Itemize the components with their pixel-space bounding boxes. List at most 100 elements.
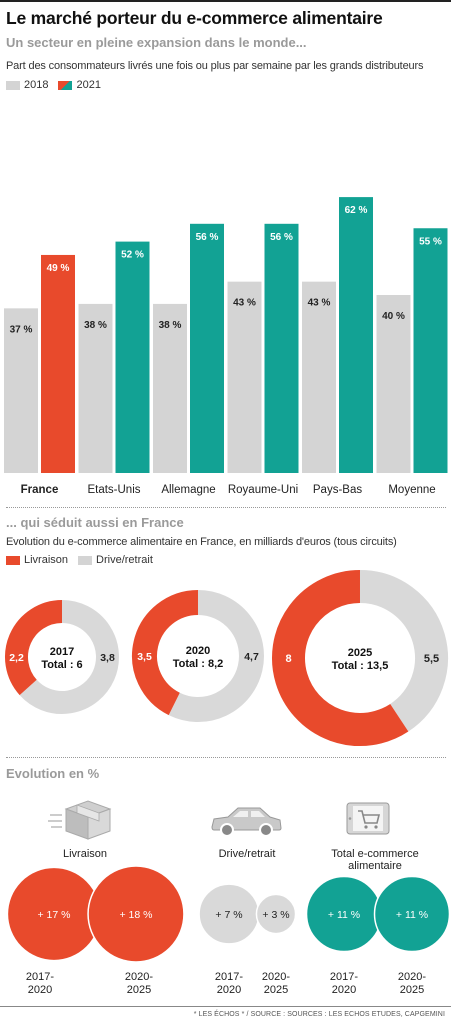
bubble-period-label: 2025 <box>400 984 424 996</box>
data-label-2018: 40 % <box>382 311 405 322</box>
legend-label-2021: 2021 <box>76 79 101 91</box>
data-label-2021: 52 % <box>121 250 144 261</box>
data-label-2021: 55 % <box>419 236 442 247</box>
bubble-label: + 7 % <box>215 909 242 921</box>
donut-total: Total : 13,5 <box>332 660 389 672</box>
box-icon <box>48 800 112 840</box>
bubble-Livraison-1 <box>87 865 185 963</box>
donut-year: 2025 <box>348 647 372 659</box>
bar-2021-Pays-Bas <box>339 197 373 473</box>
bubble-period-label: 2017- <box>215 971 243 983</box>
bubble-period-label: 2020- <box>125 971 153 983</box>
bubble-label: + 11 % <box>328 909 360 921</box>
donut-livraison-2020 <box>132 590 199 716</box>
bubble-period-label: 2017- <box>26 971 54 983</box>
bar-2021-Allemagne <box>190 223 224 473</box>
legend-swatch-livraison <box>6 555 20 565</box>
donut-drive-label: 5,5 <box>424 653 439 665</box>
section2-subtitle: ... qui séduit aussi en France <box>6 515 184 530</box>
bubble-period-label: 2020 <box>217 984 241 996</box>
donut-drive-2025 <box>359 570 448 732</box>
category-label: Moyenne <box>388 484 435 496</box>
data-label-2021: 56 % <box>270 232 293 243</box>
donut-drive-2020 <box>168 590 264 722</box>
donut-livraison-label: 8 <box>285 653 291 665</box>
bar-2018-France <box>4 308 38 473</box>
category-label: Etats-Unis <box>87 484 140 496</box>
donut-legend: Livraison Drive/retrait <box>6 553 153 567</box>
bubble-group-title: alimentaire <box>348 860 402 872</box>
donut-drive-2017 <box>19 600 119 714</box>
donut-total: Total : 6 <box>41 659 82 671</box>
bar-chart: 37 % 49 % France 38 % 52 % Etats-Unis 38 % 56 %… <box>4 197 448 496</box>
section-divider <box>6 507 446 508</box>
category-label: Pays-Bas <box>313 484 362 496</box>
data-label-2018: 38 % <box>84 320 107 331</box>
legend-label-drive: Drive/retrait <box>96 554 153 566</box>
legend-label-livraison: Livraison <box>24 554 69 566</box>
donut-total: Total : 8,2 <box>173 658 224 670</box>
source-note: * LES ÉCHOS * / SOURCE : SOURCES : LES E… <box>193 1011 445 1018</box>
bar-2018-Moyenne <box>376 295 411 473</box>
bubble-label: + 18 % <box>120 909 153 921</box>
data-label-2021: 49 % <box>47 263 70 274</box>
bar-2018-Royaume-Uni <box>227 281 262 473</box>
data-label-2018: 38 % <box>159 320 182 331</box>
bubble-group-title: Total e-commerce <box>331 848 418 860</box>
donut-drive-label: 4,7 <box>244 651 259 663</box>
legend-swatch-drive <box>78 555 93 565</box>
bar-2021-Etats-Unis <box>115 241 150 473</box>
legend-swatch-2018 <box>6 80 20 90</box>
bar-2021-Moyenne <box>413 228 448 473</box>
bubble-period-label: 2020 <box>28 984 52 996</box>
bubble-group-title: Livraison <box>63 848 107 860</box>
bottom-rule <box>0 1006 451 1007</box>
category-label: Royaume-Uni <box>228 484 298 496</box>
data-label-2021: 62 % <box>345 205 368 216</box>
donut-livraison-label: 3,5 <box>137 651 152 663</box>
donut-livraison-2025 <box>272 570 409 746</box>
section1-description: Part des consommateurs livrés une fois o… <box>6 60 424 72</box>
legend-swatch-2021 <box>58 80 73 90</box>
donut-year: 2020 <box>186 645 210 657</box>
bubble-chart: Livraison+ 17 %2017-2020+ 18 %2020-2025D… <box>6 848 451 996</box>
bar-2021-Royaume-Uni <box>264 223 299 473</box>
tablet-cart-icon <box>346 802 390 835</box>
bubble-period-label: 2020 <box>332 984 356 996</box>
donut-livraison-2017 <box>5 600 63 696</box>
section-divider-2 <box>6 757 446 758</box>
donut-drive-label: 3,8 <box>100 652 115 664</box>
bubble-period-label: 2025 <box>264 984 288 996</box>
section1-subtitle: Un secteur en pleine expansion dans le m… <box>6 35 307 50</box>
bubble-label: + 3 % <box>262 909 289 921</box>
car-icon <box>211 807 282 837</box>
bar-2021-France <box>41 254 75 473</box>
data-label-2018: 43 % <box>233 298 256 309</box>
bubble-Drive/retrait-1 <box>255 893 297 935</box>
bubble-period-label: 2020- <box>262 971 290 983</box>
bar-2018-Allemagne <box>153 303 187 473</box>
donut-year: 2017 <box>50 646 74 658</box>
page-title: Le marché porteur du e-commerce alimenta… <box>6 8 383 28</box>
top-rule <box>0 0 451 2</box>
bubble-group-title: Drive/retrait <box>219 848 276 860</box>
bubble-Total e-commerce-1 <box>373 875 451 953</box>
bubble-period-label: 2025 <box>127 984 151 996</box>
category-label: Allemagne <box>161 484 215 496</box>
legend-label-2018: 2018 <box>24 79 49 91</box>
bar-legend: 2018 2021 <box>6 78 101 92</box>
section2-description: Evolution du e-commerce alimentaire en F… <box>6 536 397 548</box>
bubble-period-label: 2017- <box>330 971 358 983</box>
bar-2018-Pays-Bas <box>302 281 336 473</box>
bar-2018-Etats-Unis <box>78 303 113 473</box>
category-label: France <box>21 484 59 496</box>
data-label-2018: 37 % <box>10 324 33 335</box>
bubble-label: + 11 % <box>396 909 428 921</box>
data-label-2021: 56 % <box>196 232 219 243</box>
donut-livraison-label: 2,2 <box>9 652 24 664</box>
section3-subtitle: Evolution en % <box>6 766 100 781</box>
bubble-label: + 17 % <box>38 909 71 921</box>
bubble-period-label: 2020- <box>398 971 426 983</box>
data-label-2018: 43 % <box>308 298 331 309</box>
